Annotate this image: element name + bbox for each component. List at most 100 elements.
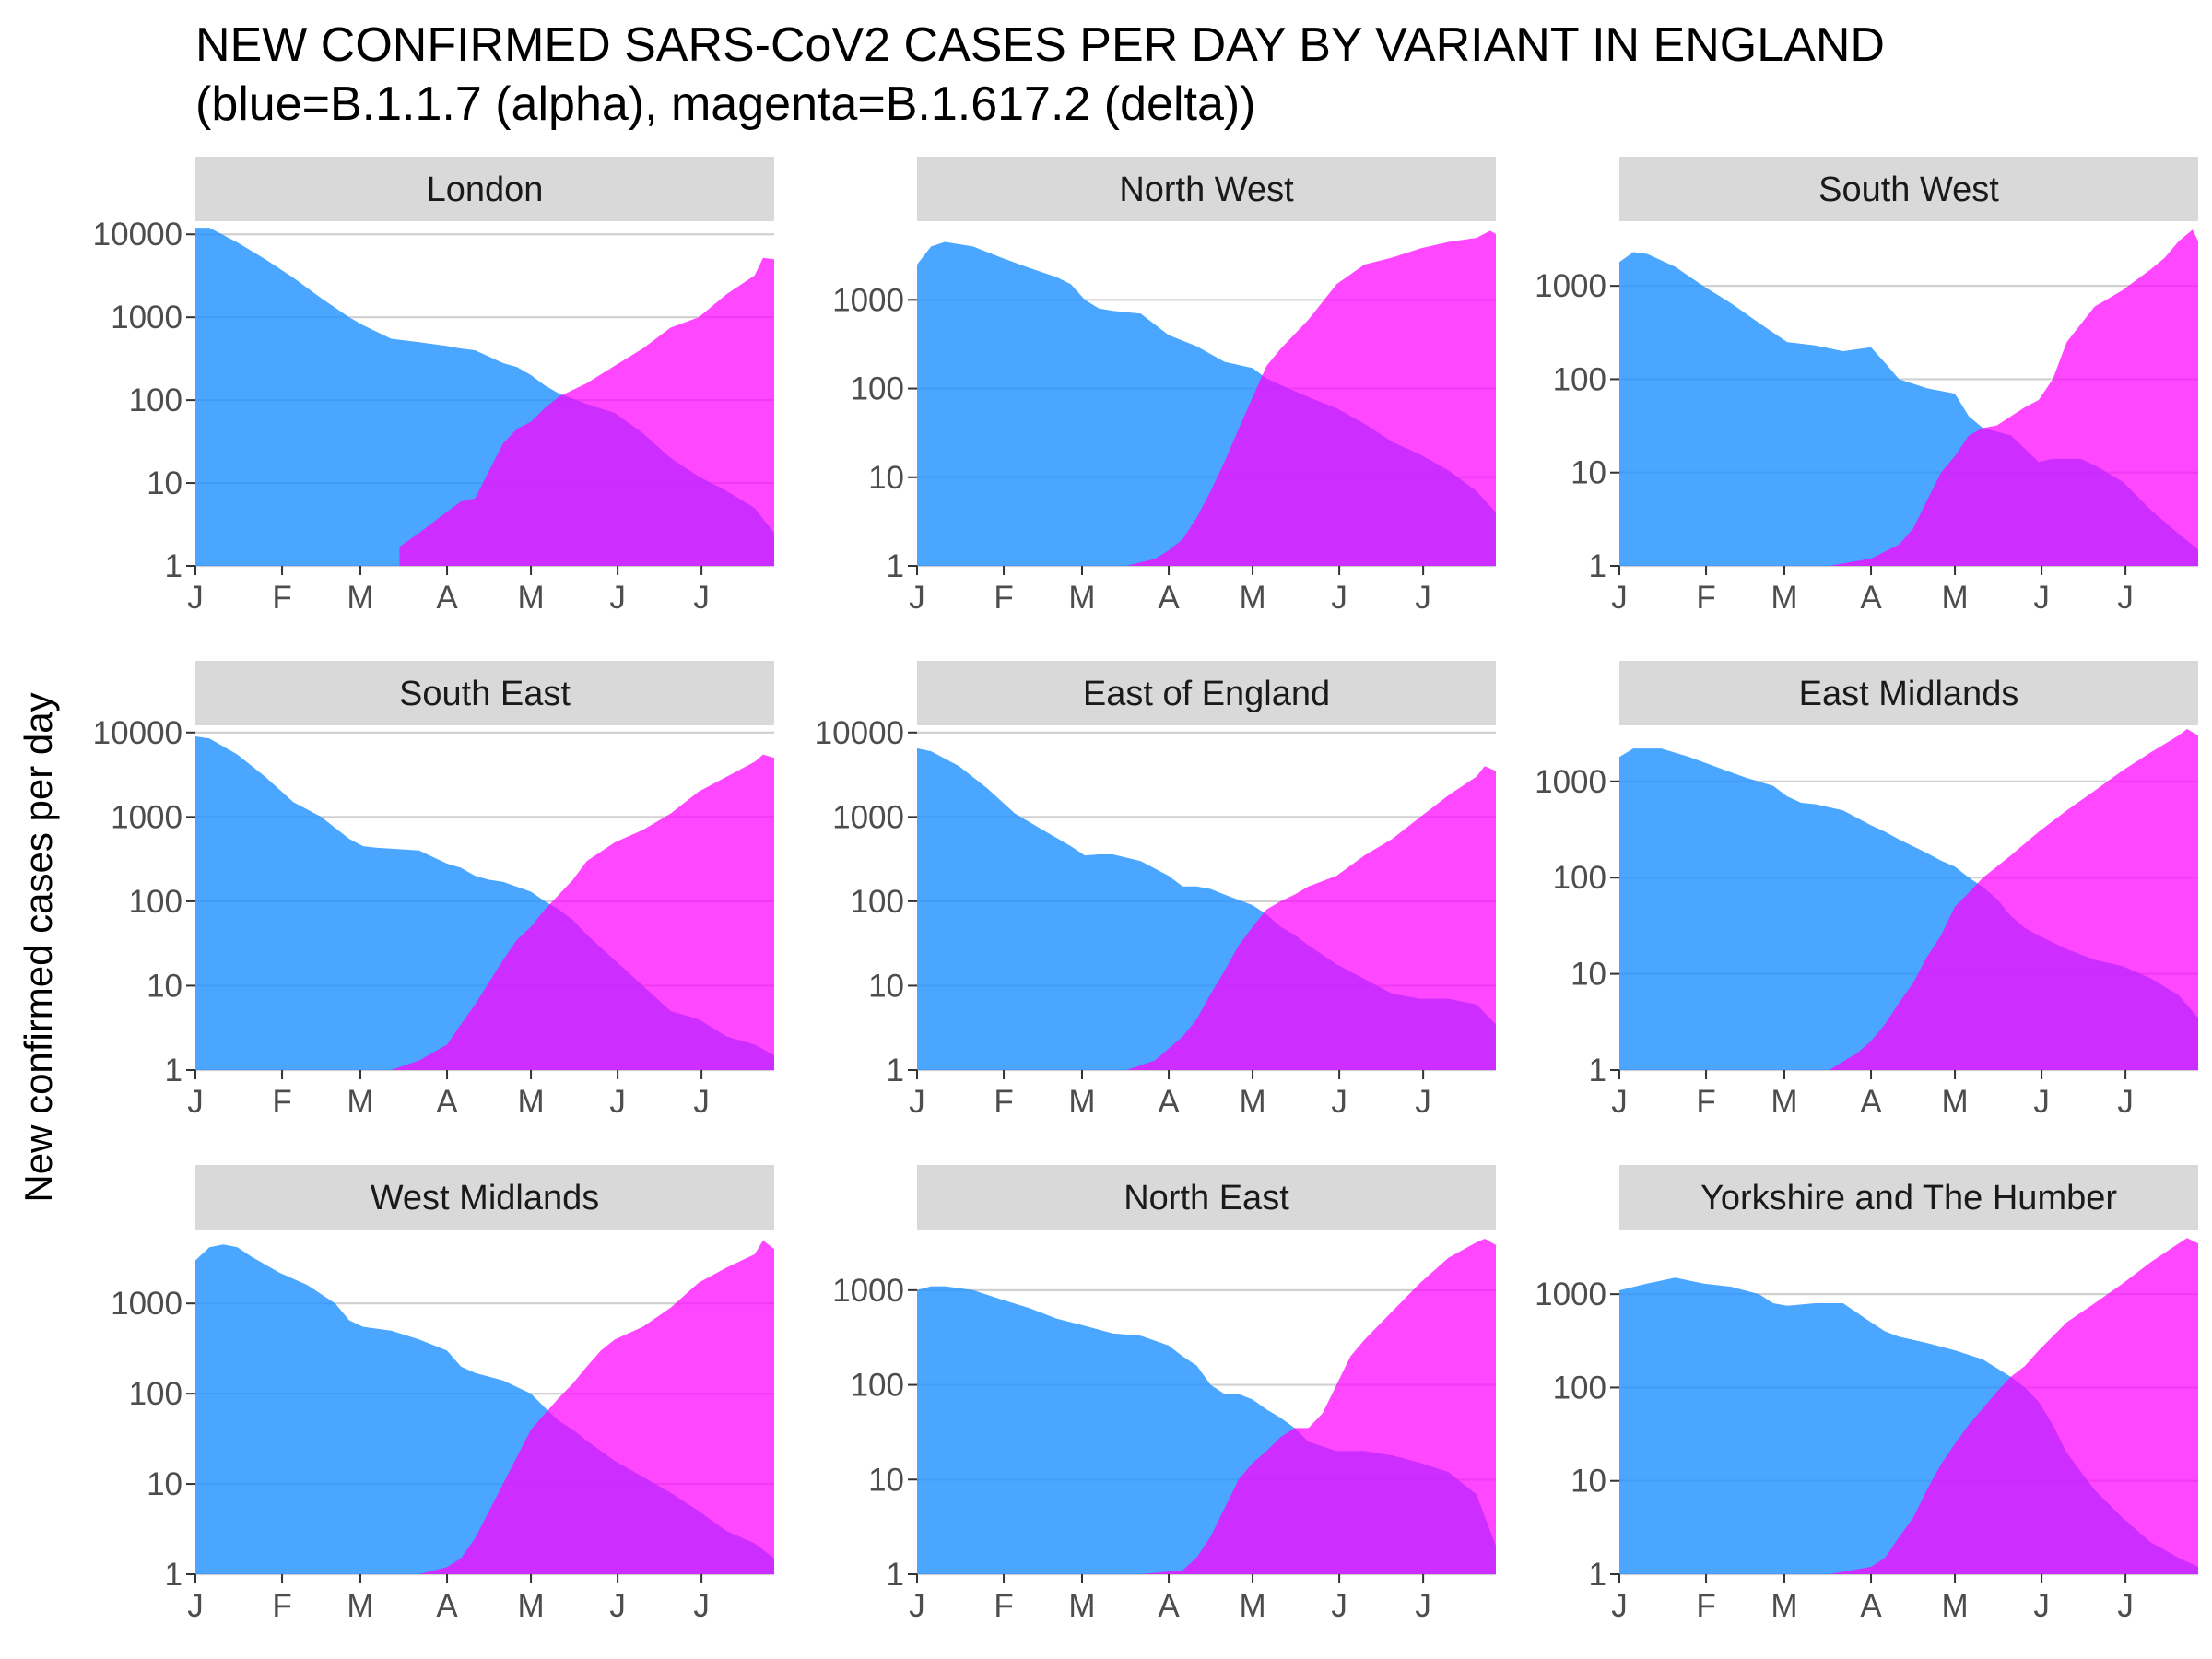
y-tick-label: 100 bbox=[129, 884, 182, 920]
panel-title: North East bbox=[1124, 1179, 1289, 1218]
x-tick-label: M bbox=[1771, 580, 1797, 616]
y-tick-label: 1 bbox=[887, 1053, 904, 1088]
panel: Yorkshire and The Humber 1 10 100 1000 J F M A M J… bbox=[1535, 1165, 2198, 1624]
x-tick-label: J bbox=[2117, 580, 2134, 616]
x-tick-label: J bbox=[693, 1588, 710, 1624]
x-tick-label: J bbox=[2033, 1084, 2050, 1120]
x-tick-label: F bbox=[994, 580, 1013, 616]
panel: South East 1 10 100 1000 10000 J F M A M J J bbox=[93, 661, 774, 1120]
series-delta-area bbox=[391, 754, 774, 1070]
x-tick-label: M bbox=[347, 1084, 373, 1120]
x-tick-label: M bbox=[1771, 1084, 1797, 1120]
y-tick-label: 1000 bbox=[111, 1286, 182, 1322]
x-tick-label: A bbox=[1860, 1084, 1882, 1120]
chart-subtitle: (blue=B.1.1.7 (alpha), magenta=B.1.617.2… bbox=[195, 77, 1256, 131]
x-tick-label: J bbox=[1415, 580, 1431, 616]
x-tick-label: J bbox=[1611, 580, 1628, 616]
series-delta-area bbox=[1126, 766, 1496, 1070]
x-tick-label: J bbox=[909, 1084, 925, 1120]
x-tick-label: J bbox=[2033, 1588, 2050, 1624]
x-tick-label: M bbox=[1771, 1588, 1797, 1624]
x-tick-label: A bbox=[1158, 1084, 1180, 1120]
y-tick-label: 10 bbox=[1571, 957, 1606, 993]
series-delta-area bbox=[399, 257, 774, 566]
panel-title: London bbox=[427, 171, 544, 209]
x-tick-label: A bbox=[1860, 580, 1882, 616]
x-tick-label: M bbox=[347, 580, 373, 616]
series-delta-area bbox=[418, 1240, 774, 1574]
panel: East of England 1 10 100 1000 10000 J F M A M J J bbox=[815, 661, 1496, 1120]
x-tick-label: J bbox=[909, 1588, 925, 1624]
x-tick-label: M bbox=[1941, 1084, 1968, 1120]
panel-strip bbox=[917, 157, 1496, 221]
y-tick-label: 10000 bbox=[93, 715, 182, 751]
y-tick-label: 10000 bbox=[815, 715, 904, 751]
panel: North East 1 10 100 1000 J F M A M J J bbox=[832, 1165, 1496, 1624]
y-tick-label: 100 bbox=[851, 1368, 904, 1404]
y-tick-label: 100 bbox=[1553, 361, 1606, 397]
y-tick-label: 1 bbox=[165, 1053, 182, 1088]
y-tick-label: 1 bbox=[1589, 1557, 1606, 1593]
x-tick-label: M bbox=[1239, 580, 1265, 616]
y-tick-label: 1000 bbox=[832, 1273, 904, 1309]
series-delta-area bbox=[1140, 1239, 1496, 1574]
x-tick-label: M bbox=[1941, 1588, 1968, 1624]
x-tick-label: A bbox=[436, 1084, 458, 1120]
x-tick-label: J bbox=[2033, 580, 2050, 616]
y-tick-label: 1000 bbox=[832, 282, 904, 318]
y-tick-label: 10 bbox=[868, 1462, 904, 1498]
panel-strip bbox=[1619, 661, 2198, 725]
x-tick-label: F bbox=[272, 580, 291, 616]
y-tick-label: 10 bbox=[868, 460, 904, 496]
y-tick-label: 10000 bbox=[93, 217, 182, 253]
y-tick-label: 1 bbox=[1589, 548, 1606, 584]
y-tick-label: 100 bbox=[1553, 860, 1606, 896]
x-tick-label: J bbox=[187, 1588, 204, 1624]
y-tick-label: 10 bbox=[147, 968, 182, 1004]
x-tick-label: A bbox=[436, 580, 458, 616]
y-tick-label: 1 bbox=[887, 548, 904, 584]
x-tick-label: F bbox=[272, 1084, 291, 1120]
x-tick-label: J bbox=[1331, 1588, 1347, 1624]
x-tick-label: M bbox=[517, 1084, 544, 1120]
x-tick-label: M bbox=[1239, 1084, 1265, 1120]
y-tick-label: 100 bbox=[129, 1376, 182, 1412]
x-tick-label: J bbox=[1611, 1588, 1628, 1624]
panel-title: South West bbox=[1818, 171, 1999, 209]
x-tick-label: J bbox=[1415, 1588, 1431, 1624]
x-tick-label: M bbox=[1068, 1084, 1095, 1120]
y-tick-label: 10 bbox=[868, 968, 904, 1004]
y-tick-label: 10 bbox=[147, 465, 182, 501]
panel: West Midlands 1 10 100 1000 J F M A M J J bbox=[111, 1165, 774, 1624]
panel-strip bbox=[1619, 1165, 2198, 1230]
x-tick-label: A bbox=[1158, 580, 1180, 616]
y-tick-label: 100 bbox=[851, 371, 904, 407]
x-tick-label: M bbox=[517, 1588, 544, 1624]
x-tick-label: M bbox=[1068, 580, 1095, 616]
series-delta-area bbox=[1829, 729, 2198, 1070]
x-tick-label: F bbox=[1696, 580, 1715, 616]
x-tick-label: M bbox=[1068, 1588, 1095, 1624]
y-tick-label: 1 bbox=[887, 1557, 904, 1593]
y-tick-label: 1000 bbox=[1535, 268, 1606, 304]
panel-title: West Midlands bbox=[371, 1179, 600, 1218]
x-tick-label: J bbox=[693, 580, 710, 616]
x-tick-label: J bbox=[909, 580, 925, 616]
x-tick-label: J bbox=[2117, 1084, 2134, 1120]
x-tick-label: F bbox=[994, 1084, 1013, 1120]
panel-strip bbox=[195, 661, 774, 725]
x-tick-label: J bbox=[609, 1588, 626, 1624]
x-tick-label: M bbox=[347, 1588, 373, 1624]
x-tick-label: J bbox=[609, 1084, 626, 1120]
x-tick-label: M bbox=[517, 580, 544, 616]
panel: South West 1 10 100 1000 J F M A M J J bbox=[1535, 157, 2198, 616]
y-tick-label: 1000 bbox=[111, 799, 182, 835]
series-delta-area bbox=[1126, 230, 1496, 566]
y-tick-label: 100 bbox=[1553, 1370, 1606, 1406]
x-tick-label: J bbox=[1331, 1084, 1347, 1120]
panel-strip bbox=[1619, 157, 2198, 221]
x-tick-label: J bbox=[187, 580, 204, 616]
y-tick-label: 10 bbox=[147, 1466, 182, 1502]
x-tick-label: M bbox=[1941, 580, 1968, 616]
